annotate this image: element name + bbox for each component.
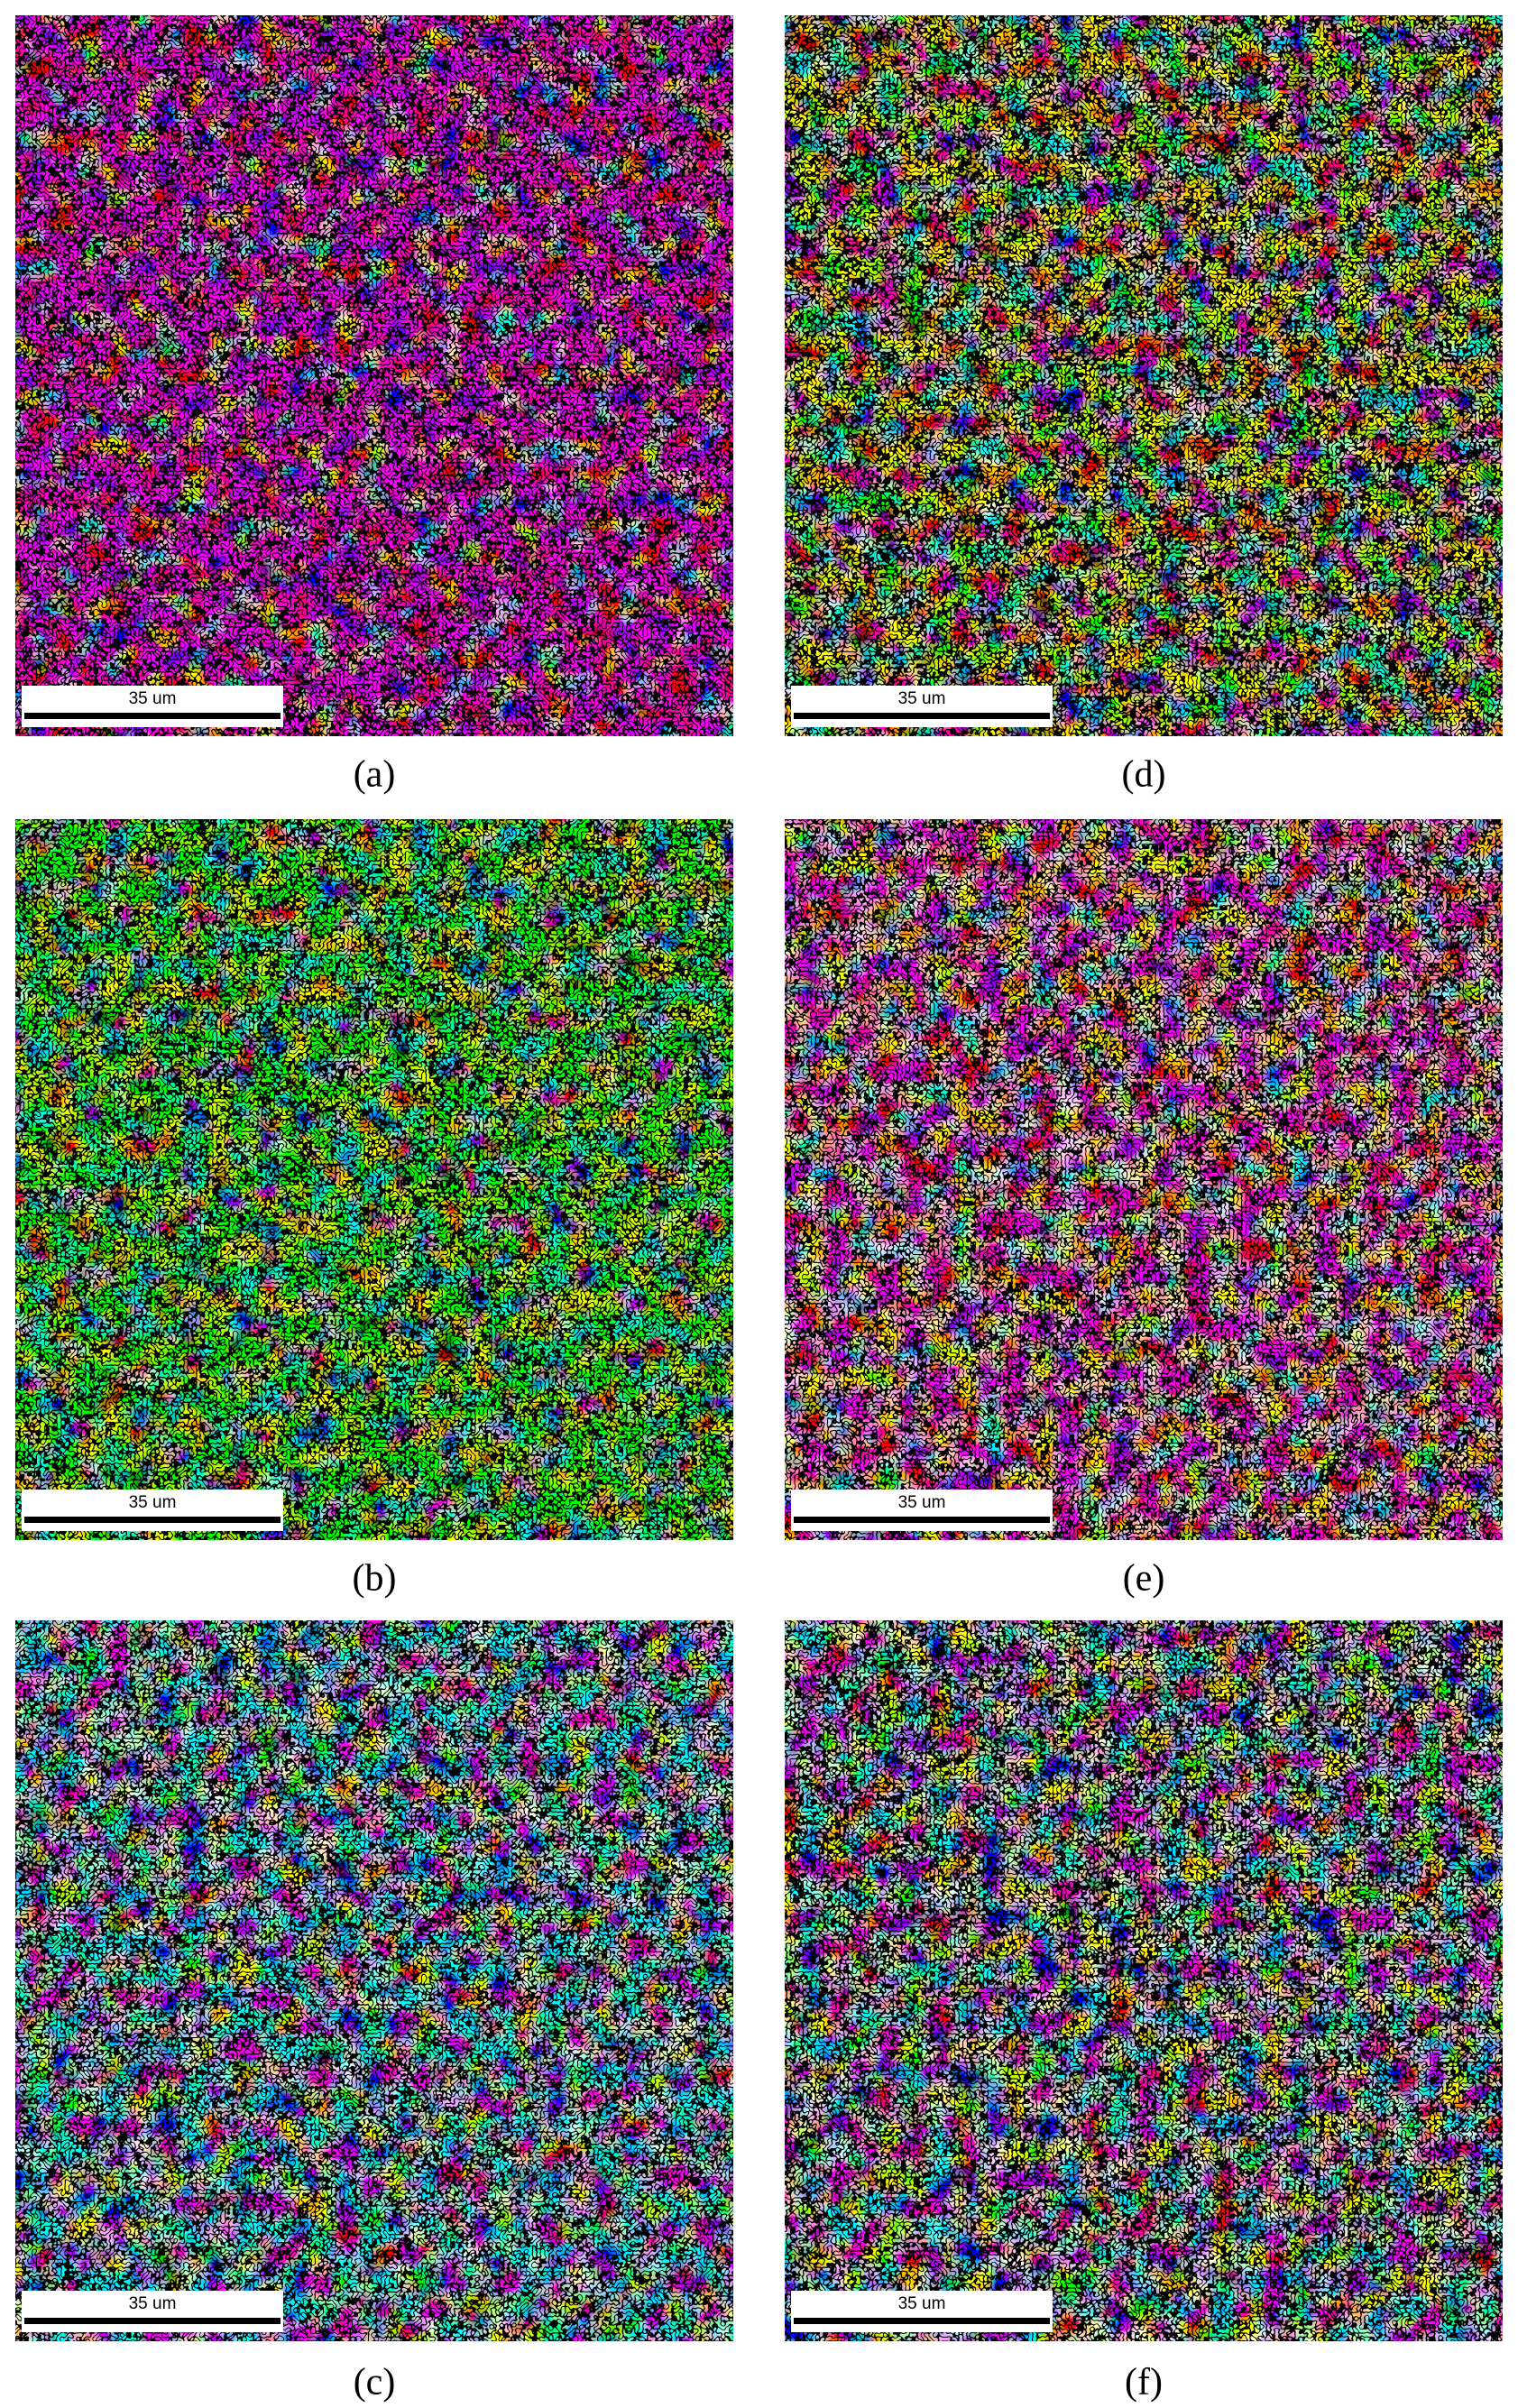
scale-bar-box [22, 2291, 283, 2332]
panel-label: (d) [1122, 754, 1166, 796]
panel-label: (f) [1125, 2362, 1163, 2403]
scale-bar-label: 35 um [129, 689, 177, 708]
panel-label: (b) [353, 1558, 397, 1600]
scale-bar-box [791, 686, 1053, 727]
scale-bar-label: 35 um [898, 689, 946, 708]
ebsd-map [15, 1620, 733, 2341]
scale-bar-box [791, 1490, 1053, 1531]
ebsd-map [785, 1620, 1503, 2341]
scale-bar [24, 1517, 281, 1523]
scale-bar-label: 35 um [129, 2294, 177, 2313]
scale-bar [24, 2318, 281, 2324]
scale-bar-label: 35 um [129, 1493, 177, 1512]
scale-bar-box [22, 686, 283, 727]
scale-bar [794, 1517, 1050, 1523]
scale-bar-label: 35 um [898, 1493, 946, 1512]
scale-bar [794, 2318, 1050, 2324]
ebsd-map [15, 819, 733, 1540]
scale-bar-label: 35 um [898, 2294, 946, 2313]
scale-bar-box [791, 2291, 1053, 2332]
panel-label: (e) [1123, 1558, 1165, 1600]
panel-label: (c) [354, 2362, 396, 2403]
scale-bar-box [22, 1490, 283, 1531]
ebsd-map [785, 819, 1503, 1540]
panel-label: (a) [354, 754, 396, 796]
scale-bar [794, 713, 1050, 719]
ebsd-map [785, 15, 1503, 736]
ebsd-map [15, 15, 733, 736]
scale-bar [24, 713, 281, 719]
